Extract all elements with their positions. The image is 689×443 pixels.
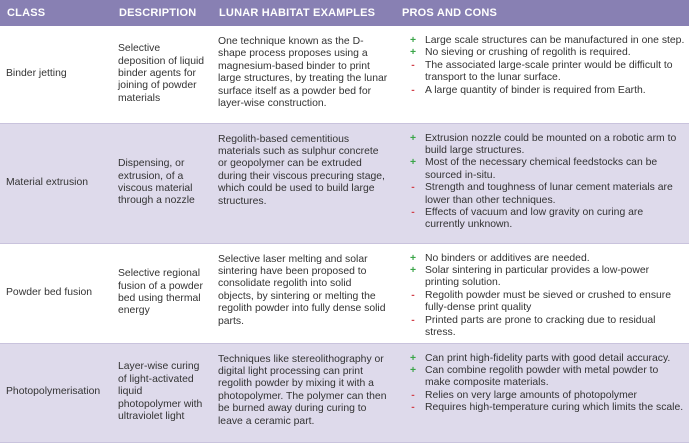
pro-con-text: Regolith powder must be sieved or crushe… [425, 289, 672, 314]
con-sign: - [411, 59, 415, 71]
pros-cons-cell: + No binders or additives are needed. + Sol… [395, 243, 689, 344]
pro-con-item: - Effects of vacuum and low gravity on cu… [401, 207, 685, 232]
pro-con-item: + Can print high-fidelity parts with good… [401, 353, 685, 365]
pro-con-item: - Relies on very large amounts of photopo… [401, 390, 685, 402]
pro-con-text: Requires high-temperature curing which l… [425, 402, 684, 414]
pro-con-text: Can print high-fidelity parts with good … [425, 352, 671, 364]
pros-cons-cell: + Extrusion nozzle could be mounted on a … [395, 123, 689, 244]
pro-sign: + [409, 352, 417, 364]
description-cell: Selective deposition of liquid binder ag… [112, 26, 212, 124]
pros-cons-cell: + Large scale structures can be manufactu… [395, 26, 689, 124]
examples-cell: Regolith-based cementitious materials su… [212, 123, 395, 244]
examples-cell: Selective laser melting and solar sinter… [212, 243, 395, 344]
con-sign: - [411, 289, 415, 301]
con-sign: - [411, 314, 415, 326]
pro-con-text: No sieving or crushing of regolith is re… [425, 47, 631, 59]
pro-con-item: + Large scale structures can be manufactu… [401, 35, 685, 47]
con-sign: - [411, 84, 415, 96]
pro-con-item: + No binders or additives are needed. [401, 253, 685, 265]
pro-sign: + [409, 364, 417, 376]
con-sign: - [411, 206, 415, 218]
pros-cons-cell: + Can print high-fidelity parts with good… [395, 343, 689, 443]
pro-con-text: Most of the necessary chemical feedstock… [425, 157, 658, 181]
header-row: CLASS DESCRIPTION LUNAR HABITAT EXAMPLES PR… [0, 0, 689, 26]
con-sign: - [411, 402, 415, 414]
pro-con-text: Printed parts are prone to cracking due … [425, 314, 656, 338]
pro-con-text: The associated large-scale printer would… [425, 59, 673, 84]
class-cell: Powder bed fusion [0, 243, 112, 344]
column-header: LUNAR HABITAT EXAMPLES [212, 0, 395, 26]
table-row: Material extrusion Dispensing, or extrusi… [0, 123, 689, 244]
class-cell: Photopolymerisation [0, 343, 112, 443]
class-cell: Material extrusion [0, 123, 112, 244]
column-header: DESCRIPTION [112, 0, 212, 26]
examples-cell: Techniques like stereolithography or dig… [212, 343, 395, 443]
pro-sign: + [409, 132, 417, 144]
pro-con-item: + Can combine regolith powder with metal … [401, 365, 685, 390]
pro-con-text: Extrusion nozzle could be mounted on a r… [425, 132, 677, 156]
class-cell: Binder jetting [0, 26, 112, 124]
pro-con-item: - Printed parts are prone to cracking due… [401, 315, 685, 340]
pro-con-text: Effects of vacuum and low gravity on cur… [425, 206, 644, 231]
pro-con-item: + Most of the necessary chemical feedstoc… [401, 157, 685, 182]
con-sign: - [411, 182, 415, 194]
pro-con-text: Large scale structures can be manufactur… [425, 35, 685, 46]
pro-con-item: + Extrusion nozzle could be mounted on a … [401, 133, 685, 158]
column-header: PROS AND CONS [395, 0, 689, 26]
pro-sign: + [409, 35, 417, 46]
table-row: Powder bed fusion Selective regional fusi… [0, 243, 689, 344]
pro-con-item: - The associated large-scale printer woul… [401, 60, 685, 85]
pro-con-item: + Solar sintering in particular provides … [401, 265, 685, 290]
pro-con-text: Relies on very large amounts of photopol… [425, 389, 637, 401]
table-body: Binder jetting Selective deposition of li… [0, 26, 689, 443]
pro-sign: + [409, 264, 417, 276]
description-cell: Layer-wise curing of light-activated liq… [112, 343, 212, 443]
pro-con-item: -A large quantity of binder is required … [401, 85, 685, 97]
pro-con-item: - Strength and toughness of lunar cement … [401, 182, 685, 207]
pro-con-text: Solar sintering in particular provides a… [425, 264, 650, 289]
pro-con-item: - Requires high-temperature curing which … [401, 402, 685, 414]
table-row: Photopolymerisation Layer-wise curing of … [0, 343, 689, 443]
pro-sign: + [409, 47, 417, 59]
pro-con-item: + No sieving or crushing of regolith is r… [401, 47, 685, 59]
pro-sign: + [409, 252, 417, 264]
pro-con-text: A large quantity of binder is required f… [425, 84, 646, 96]
pro-con-text: Strength and toughness of lunar cement m… [425, 182, 673, 206]
pro-sign: + [409, 157, 417, 169]
column-header: CLASS [0, 0, 112, 26]
pro-con-item: - Regolith powder must be sieved or crush… [401, 290, 685, 315]
description-cell: Dispensing, or extrusion, of a viscous m… [112, 123, 212, 244]
con-sign: - [411, 389, 415, 401]
table-row: Binder jetting Selective deposition of li… [0, 26, 689, 124]
pro-con-text: No binders or additives are needed. [425, 252, 590, 264]
examples-cell: One technique known as the D-shape proce… [212, 26, 395, 124]
description-cell: Selective regional fusion of a powder be… [112, 243, 212, 344]
pro-con-text: Can combine regolith powder with metal p… [425, 364, 659, 389]
